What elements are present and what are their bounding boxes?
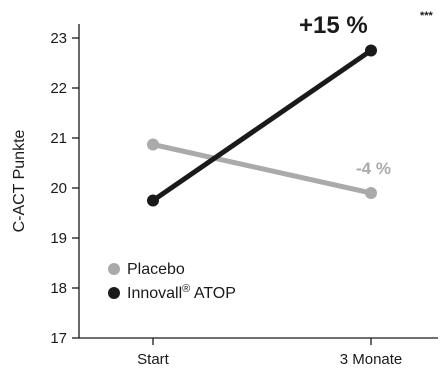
y-axis: 17 18 19 20 21 22 23 C-ACT Punkte [11,24,80,347]
y-tick-label: 18 [50,280,67,297]
legend: Placebo Innovall® ATOP [108,261,236,302]
x-tick-label: Start [137,351,170,368]
data-point [365,44,377,57]
y-tick-label: 21 [50,130,67,147]
y-tick-label: 17 [50,330,67,347]
legend-marker [108,287,120,299]
y-tick-label: 22 [50,80,67,97]
y-tick-label: 23 [50,30,67,47]
series-innovall [147,44,377,207]
x-axis: Start 3 Monate [79,337,438,368]
change-label-innovall: +15 % [299,12,368,39]
data-point [147,194,159,207]
y-tick-label: 20 [50,180,67,197]
y-tick-label: 19 [50,230,67,247]
data-point [365,187,377,199]
legend-label: Innovall® ATOP [127,283,236,302]
series-placebo [147,138,377,199]
series-line [152,142,372,196]
legend-label: Placebo [127,261,185,278]
change-label-placebo: -4 % [356,159,391,178]
y-axis-title: C-ACT Punkte [11,129,28,232]
legend-marker [108,263,120,275]
data-point [147,138,159,151]
series-line [151,48,373,203]
x-tick-label: 3 Monate [340,351,403,368]
significance-marker: *** [420,10,434,22]
